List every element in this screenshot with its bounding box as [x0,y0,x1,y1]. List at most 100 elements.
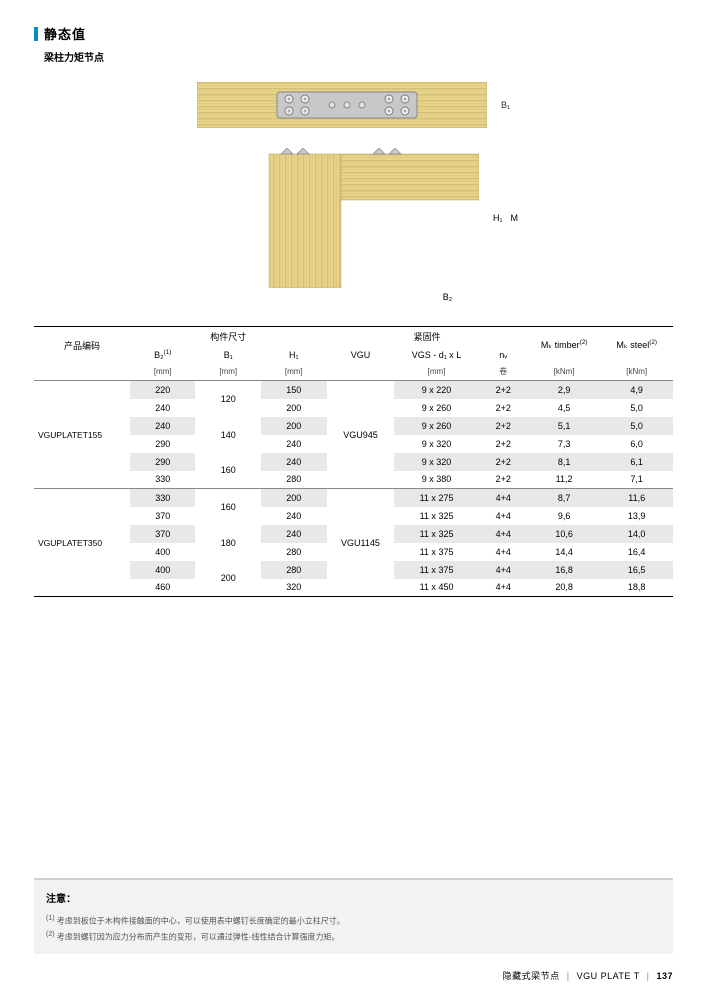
cell-vgu: VGU1145 [327,489,395,597]
diagram-area: B₁ [34,82,673,302]
cell-vgs: 9 x 320 [394,435,478,453]
cell-b2: 330 [130,471,196,489]
cell-mt: 8,7 [528,489,601,507]
notes-box: 注意： (1) 考虑到板位于木构件接触面的中心，可以使用表中螺钉长度确定的最小立… [34,878,673,954]
th-product: 产品编码 [34,327,130,364]
cell-nv: 4+4 [479,543,528,561]
cell-nv: 2+2 [479,471,528,489]
cell-ms: 4,9 [600,381,673,399]
th-mksteel: Mₖ steel(2) [600,327,673,364]
section-header: 静态值 [34,24,673,43]
cell-mt: 7,3 [528,435,601,453]
cell-h1: 240 [261,507,327,525]
cell-mt: 16,8 [528,561,601,579]
cell-vgs: 11 x 450 [394,579,478,597]
cell-vgs: 11 x 325 [394,507,478,525]
cell-b2: 290 [130,435,196,453]
cell-code: VGUPLATET350 [34,489,130,597]
cell-ms: 18,8 [600,579,673,597]
th-vgu: VGU [327,346,395,363]
cell-b2: 400 [130,543,196,561]
diagram-side-view [189,148,479,288]
cell-b1: 160 [195,489,261,525]
cell-mt: 11,2 [528,471,601,489]
section-subtitle: 梁柱力矩节点 [44,49,673,64]
cell-ms: 13,9 [600,507,673,525]
cell-h1: 240 [261,435,327,453]
cell-h1: 200 [261,399,327,417]
cell-mt: 14,4 [528,543,601,561]
table-row: VGUPLATET155220120150VGU9459 x 2202+22,9… [34,381,673,399]
cell-h1: 150 [261,381,327,399]
cell-vgs: 9 x 260 [394,417,478,435]
cell-vgs: 11 x 375 [394,543,478,561]
cell-nv: 2+2 [479,417,528,435]
cell-b2: 290 [130,453,196,471]
spec-table: 产品编码 构件尺寸 紧固件 Mₖ timber(2) Mₖ steel(2) B… [34,326,673,597]
cell-b1: 160 [195,453,261,489]
th-b2: B₂(1) [130,346,196,363]
cell-nv: 4+4 [479,579,528,597]
cell-b2: 460 [130,579,196,597]
cell-b1: 120 [195,381,261,417]
cell-vgs: 9 x 320 [394,453,478,471]
cell-vgs: 9 x 220 [394,381,478,399]
label-b1: B₁ [501,100,510,110]
cell-h1: 240 [261,453,327,471]
cell-h1: 200 [261,489,327,507]
cell-nv: 2+2 [479,399,528,417]
cell-code: VGUPLATET155 [34,381,130,489]
cell-ms: 11,6 [600,489,673,507]
th-mktimber: Mₖ timber(2) [528,327,601,364]
cell-h1: 280 [261,543,327,561]
th-group2: 紧固件 [327,327,528,347]
label-h1-m: H₁ M [493,213,518,223]
cell-h1: 320 [261,579,327,597]
th-h1: H₁ [261,346,327,363]
cell-nv: 4+4 [479,561,528,579]
cell-h1: 280 [261,471,327,489]
cell-b1: 140 [195,417,261,453]
cell-mt: 4,5 [528,399,601,417]
notes-title: 注意： [46,890,661,905]
cell-b1: 180 [195,525,261,561]
th-group1: 构件尺寸 [130,327,327,347]
cell-mt: 5,1 [528,417,601,435]
cell-nv: 4+4 [479,525,528,543]
cell-ms: 16,5 [600,561,673,579]
cell-ms: 14,0 [600,525,673,543]
cell-vgs: 11 x 325 [394,525,478,543]
th-b1: B₁ [195,346,261,363]
cell-h1: 240 [261,525,327,543]
cell-b2: 400 [130,561,196,579]
cell-mt: 9,6 [528,507,601,525]
cell-vgs: 11 x 275 [394,489,478,507]
cell-ms: 7,1 [600,471,673,489]
table-row: VGUPLATET350330160200VGU114511 x 2754+48… [34,489,673,507]
th-nv: nᵥ [479,346,528,363]
cell-b2: 240 [130,417,196,435]
cell-b2: 220 [130,381,196,399]
cell-b2: 330 [130,489,196,507]
cell-nv: 2+2 [479,381,528,399]
cell-nv: 4+4 [479,489,528,507]
cell-mt: 2,9 [528,381,601,399]
accent-bar [34,27,38,41]
cell-nv: 4+4 [479,507,528,525]
cell-mt: 10,6 [528,525,601,543]
cell-b2: 370 [130,507,196,525]
cell-h1: 280 [261,561,327,579]
cell-vgs: 11 x 375 [394,561,478,579]
th-vgs: VGS - d₁ x L [394,346,478,363]
cell-b2: 370 [130,525,196,543]
note-2: (2) 考虑到螺钉因为应力分布而产生的变形，可以通过弹性-线性结合计算强度力矩。 [46,929,661,944]
cell-vgs: 9 x 380 [394,471,478,489]
cell-ms: 5,0 [600,399,673,417]
cell-ms: 6,0 [600,435,673,453]
cell-ms: 5,0 [600,417,673,435]
cell-ms: 6,1 [600,453,673,471]
label-b2: B₂ [393,292,503,302]
diagram-top-view [197,82,487,128]
cell-vgu: VGU945 [327,381,395,489]
cell-vgs: 9 x 260 [394,399,478,417]
